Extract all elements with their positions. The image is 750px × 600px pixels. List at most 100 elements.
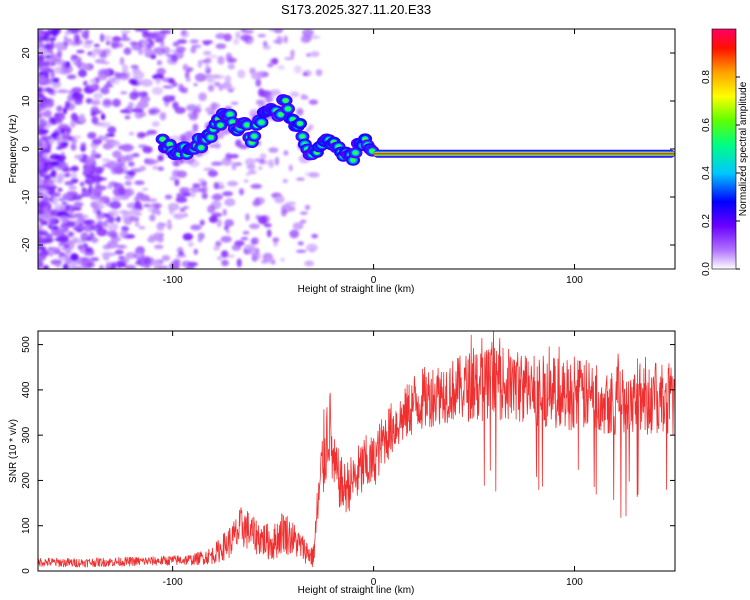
heatmap-noise-blob — [262, 40, 268, 47]
heatmap-noise-blob — [230, 101, 239, 105]
heatmap-noise-blob — [213, 182, 220, 190]
heatmap-noise-blob — [87, 132, 97, 140]
heatmap-noise-blob — [90, 99, 101, 106]
heatmap-noise-blob — [55, 59, 66, 66]
heatmap-noise-blob — [149, 44, 155, 48]
heatmap-noise-blob — [107, 222, 119, 232]
heatmap-noise-blob — [303, 37, 312, 42]
heatmap-noise-blob — [100, 113, 106, 121]
heatmap-noise-blob — [38, 139, 44, 148]
heatmap-noise-blob — [308, 99, 319, 105]
heatmap-noise-blob — [100, 251, 113, 258]
heatmap-noise-blob — [120, 91, 128, 95]
heatmap-noise-blob — [39, 202, 48, 207]
heatmap-noise-blob — [187, 262, 198, 267]
snr-y-tick-label: 500 — [21, 336, 32, 353]
heatmap-noise-blob — [83, 219, 96, 226]
heatmap-noise-blob — [263, 223, 272, 228]
heatmap-noise-blob — [156, 222, 165, 231]
heatmap-noise-blob — [157, 166, 164, 172]
heatmap-noise-blob — [134, 261, 142, 266]
heatmap-noise-blob — [240, 236, 249, 241]
heatmap-noise-blob — [214, 81, 221, 87]
heatmap-noise-blob — [75, 220, 81, 226]
heatmap-noise-blob — [105, 39, 110, 46]
heatmap-noise-blob — [48, 225, 60, 230]
heatmap-noise-blob — [130, 64, 139, 69]
heatmap-noise-blob — [154, 203, 160, 211]
heatmap-noise-blob — [182, 233, 193, 241]
heatmap-noise-blob — [60, 127, 66, 135]
heatmap-noise-blob — [306, 53, 311, 57]
heatmap-noise-blob — [106, 240, 119, 249]
heatmap-noise-blob — [70, 142, 77, 151]
heatmap-noise-blob — [70, 165, 79, 172]
heatmap-noise-blob — [72, 236, 79, 244]
heatmap-noise-blob — [102, 213, 112, 217]
heatmap-noise-blob — [38, 109, 42, 117]
heatmap-noise-blob — [92, 47, 103, 55]
heatmap-noise-blob — [78, 113, 86, 123]
heatmap-x-tick-label: 100 — [566, 275, 583, 286]
heatmap-noise-blob — [252, 200, 261, 207]
heatmap-noise-blob — [42, 37, 51, 42]
heatmap-noise-blob — [171, 260, 180, 269]
heatmap-noise-blob — [38, 53, 44, 61]
heatmap-noise-blob — [214, 142, 221, 149]
heatmap-noise-blob — [88, 184, 93, 194]
heatmap-noise-blob — [261, 259, 268, 264]
heatmap-noise-blob — [38, 46, 46, 56]
heatmap-noise-blob — [150, 50, 156, 54]
heatmap-noise-blob — [50, 70, 55, 79]
heatmap-noise-blob — [146, 130, 158, 135]
snr-x-ticks: -100 0 100 — [163, 331, 583, 588]
heatmap-noise-blob — [237, 69, 246, 79]
heatmap-noise-blob — [114, 249, 124, 255]
heatmap-noise-blob — [227, 57, 237, 64]
heatmap-noise-blob — [176, 170, 188, 178]
heatmap-noise-blob — [73, 33, 80, 43]
heatmap-noise-blob — [54, 204, 66, 211]
heatmap-noise-blob — [155, 209, 161, 216]
heatmap-noise-blob — [194, 73, 207, 82]
heatmap-noise-blob — [236, 258, 242, 268]
heatmap-noise-blob — [201, 40, 214, 44]
heatmap-noise-blob — [192, 123, 199, 132]
heatmap-noise-blob — [124, 170, 134, 175]
heatmap-noise-blob — [221, 157, 232, 166]
heatmap-noise-blob — [304, 260, 315, 267]
heatmap-noise-blob — [38, 237, 45, 243]
heatmap-noise-blob — [117, 144, 130, 151]
heatmap-noise-blob — [190, 224, 202, 231]
heatmap-noise-blob — [44, 101, 55, 107]
heatmap-noise-blob — [54, 41, 65, 50]
heatmap-noise-blob — [103, 144, 116, 148]
heatmap-band-layer — [373, 153, 675, 155]
heatmap-noise-blob — [124, 180, 133, 186]
heatmap-noise-blob — [93, 44, 100, 48]
heatmap-noise-blob — [277, 64, 285, 71]
heatmap-noise-blob — [126, 210, 137, 214]
heatmap-noise-blob — [153, 244, 164, 250]
heatmap-noise-blob — [80, 64, 90, 70]
heatmap-noise-blob — [45, 54, 52, 59]
heatmap-noise-blob — [97, 68, 110, 77]
heatmap-noise-blob — [73, 61, 81, 66]
heatmap-noise-blob — [159, 29, 172, 35]
heatmap-noise-blob — [106, 48, 112, 57]
heatmap-noise-blob — [101, 61, 110, 65]
heatmap-noise-blob — [73, 92, 78, 96]
heatmap-noise-blob — [61, 141, 69, 146]
snr-y-tick-label: 0 — [21, 568, 32, 574]
heatmap-noise-blob — [296, 107, 304, 116]
heatmap-noise-blob — [197, 237, 203, 243]
heatmap-x-tick-label: -100 — [163, 275, 183, 286]
colorbar-tick-label: 0.6 — [701, 118, 712, 132]
heatmap-layer — [38, 29, 675, 269]
heatmap-noise-blob — [162, 95, 175, 103]
snr-frame — [37, 330, 676, 572]
heatmap-noise-blob — [58, 215, 70, 222]
heatmap-noise-blob — [144, 264, 151, 269]
heatmap-noise-blob — [283, 150, 289, 156]
